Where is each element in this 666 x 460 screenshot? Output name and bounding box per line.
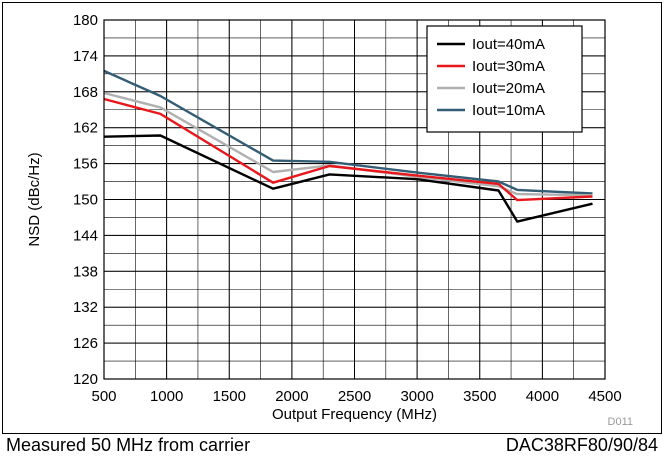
- x-tick-label: 500: [91, 388, 116, 405]
- y-tick-label: 180: [73, 12, 98, 29]
- legend-label: Iout=20mA: [472, 80, 545, 97]
- y-tick-label: 132: [73, 299, 98, 316]
- y-tick-label: 162: [73, 120, 98, 137]
- caption-right: DAC38RF80/90/84: [505, 435, 658, 455]
- figure-id-annotation: D011: [608, 416, 633, 428]
- x-tick-label: 1000: [150, 388, 183, 405]
- x-tick-label: 4500: [588, 388, 621, 405]
- caption-left: Measured 50 MHz from carrier: [6, 435, 251, 455]
- x-tick-label: 2000: [275, 388, 308, 405]
- y-tick-label: 126: [73, 335, 98, 352]
- plot-border: [103, 19, 606, 380]
- series-line-iout-30ma: [103, 97, 593, 202]
- legend-label: Iout=10mA: [472, 102, 545, 119]
- x-tick-label: 1500: [213, 388, 246, 405]
- x-tick-label: 4000: [526, 388, 559, 405]
- x-tick-label: 3500: [463, 388, 496, 405]
- y-tick-label: 138: [73, 263, 98, 280]
- nsd-line-chart: 500 1000 1500 2000 2500 3000 3500 4000 4500 120 12…: [26, 12, 633, 428]
- tick-labels: 500 1000 1500 2000 2500 3000 3500 4000 4500 120 12…: [73, 12, 622, 405]
- x-tick-label: 3000: [400, 388, 433, 405]
- series-lines: [103, 69, 593, 223]
- y-tick-label: 120: [73, 371, 98, 388]
- legend-label: Iout=40mA: [472, 36, 545, 53]
- series-line-iout-10ma: [103, 69, 593, 195]
- x-tick-label: 2500: [338, 388, 371, 405]
- y-axis-label: NSD (dBc/Hz): [26, 152, 43, 246]
- y-tick-label: 150: [73, 192, 98, 209]
- x-axis-label: Output Frequency (MHz): [272, 406, 437, 423]
- y-tick-label: 156: [73, 156, 98, 173]
- y-tick-label: 168: [73, 84, 98, 101]
- y-tick-label: 174: [73, 48, 98, 65]
- chart-frame: 500 1000 1500 2000 2500 3000 3500 4000 4500 120 12…: [2, 2, 662, 434]
- y-tick-label: 144: [73, 227, 98, 244]
- series-line-iout-40ma: [103, 134, 593, 223]
- legend-label: Iout=30mA: [472, 58, 545, 75]
- legend: Iout=40mA Iout=30mA Iout=20mA Iout=10mA: [426, 25, 583, 133]
